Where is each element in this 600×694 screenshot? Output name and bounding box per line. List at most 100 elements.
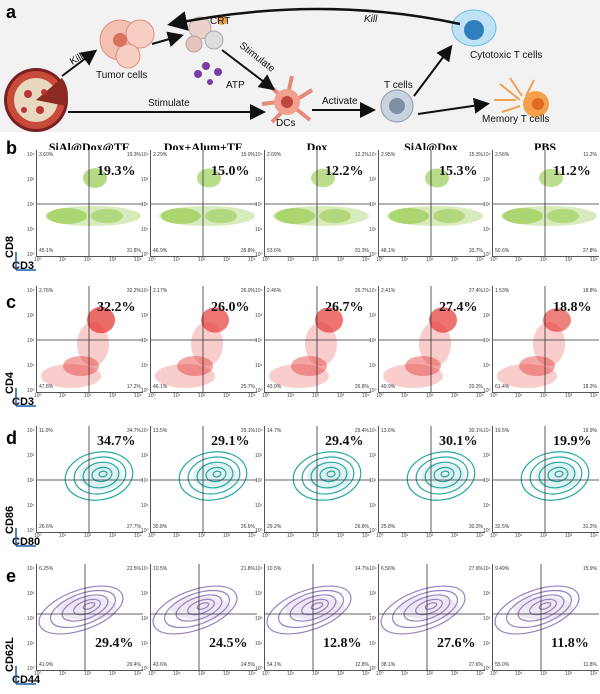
quadrant-tr-value: 29.1% xyxy=(240,428,255,434)
y-tick-label: 10² xyxy=(27,616,35,622)
x-tick-label: 10⁴ xyxy=(590,533,598,539)
y-tick-label: 10⁰ xyxy=(27,252,35,258)
plot-canvas xyxy=(151,426,257,532)
y-tick-label: 10⁰ xyxy=(27,666,35,672)
flow-plot: 6.56% 27.9% 38.1% 27.6% 27.6% xyxy=(378,564,485,671)
highlight-percentage: 30.1% xyxy=(439,434,478,449)
plot-canvas xyxy=(151,564,257,670)
quadrant-tl-value: 2.95% xyxy=(381,152,396,158)
quadrant-tl-value: 6.25% xyxy=(39,566,54,572)
contour-line xyxy=(212,470,222,478)
y-tick-label: 10¹ xyxy=(27,641,35,647)
x-tick-label: 10³ xyxy=(565,393,573,399)
y-tick-label: 10¹ xyxy=(483,503,491,509)
y-tick-label: 10¹ xyxy=(369,363,377,369)
quadrant-bl-value: 26.6% xyxy=(39,524,54,530)
quadrant-br-value: 30.3% xyxy=(468,524,483,530)
dendritic-cell-icon xyxy=(261,75,314,124)
x-tick-label: 10¹ xyxy=(173,671,181,677)
y-tick-label: 10³ xyxy=(27,177,35,183)
x-tick-label: 10⁴ xyxy=(362,533,370,539)
panel-letter-d: d xyxy=(6,428,17,448)
quadrant-bl-value: 32.5% xyxy=(495,524,510,530)
y-tick-label: 10³ xyxy=(141,177,149,183)
x-tick-label: 10⁰ xyxy=(148,393,156,399)
y-tick-label: 10³ xyxy=(27,591,35,597)
density-blob xyxy=(405,356,441,376)
x-tick-label: 10⁰ xyxy=(376,393,384,399)
kill-label-top: Kill xyxy=(364,14,378,25)
flow-plot: 13.6% 30.1% 25.8% 30.3% 30.1% xyxy=(378,426,485,533)
x-tick-label: 10² xyxy=(312,393,320,399)
quadrant-bl-value: 46.1% xyxy=(153,384,168,390)
x-tick-label: 10² xyxy=(312,533,320,539)
x-tick-label: 10³ xyxy=(223,393,231,399)
y-tick-label: 10⁴ xyxy=(483,288,491,294)
quadrant-tr-value: 32.2% xyxy=(126,288,141,294)
quadrant-bl-value: 38.1% xyxy=(381,662,396,668)
y-tick-label: 10⁴ xyxy=(255,566,263,572)
contour-line xyxy=(520,451,590,501)
y-tick-label: 10¹ xyxy=(369,641,377,647)
x-tick-label: 10¹ xyxy=(59,533,67,539)
density-blob xyxy=(269,364,329,388)
x-tick-label: 10⁴ xyxy=(362,257,370,263)
y-tick-label: 10² xyxy=(369,202,377,208)
y-tick-label: 10⁰ xyxy=(483,528,491,534)
x-tick-label: 10³ xyxy=(565,533,573,539)
quadrant-tr-value: 11.2% xyxy=(583,152,597,158)
density-blob xyxy=(57,596,117,620)
t-cells-label: T cells xyxy=(384,80,413,91)
nanoparticle-icon xyxy=(4,68,68,132)
quadrant-br-value: 17.2% xyxy=(126,384,141,390)
density-blob xyxy=(79,462,123,490)
y-tick-label: 10⁴ xyxy=(483,428,491,434)
density-blob xyxy=(201,307,229,333)
y-tick-label: 10¹ xyxy=(141,641,149,647)
y-tick-label: 10³ xyxy=(255,313,263,319)
y-tick-label: 10⁴ xyxy=(255,288,263,294)
flow-plot: 2.41% 27.4% 49.9% 20.3% 27.4% xyxy=(378,286,485,393)
quadrant-tl-value: 1.53% xyxy=(495,288,510,294)
y-tick-label: 10³ xyxy=(369,177,377,183)
quadrant-tl-value: 14.7% xyxy=(267,428,282,434)
y-tick-label: 10³ xyxy=(27,313,35,319)
density-blob xyxy=(433,209,465,223)
density-blob xyxy=(533,322,565,366)
y-tick-label: 10⁴ xyxy=(141,566,149,572)
activate-label: Activate xyxy=(322,96,358,107)
x-tick-label: 10⁴ xyxy=(248,257,256,263)
quadrant-bl-value: 29.2% xyxy=(267,524,282,530)
quadrant-br-value: 11.8% xyxy=(583,662,597,668)
contour-line xyxy=(205,466,227,483)
quadrant-tr-value: 12.2% xyxy=(354,152,369,158)
y-tick-label: 10⁰ xyxy=(483,388,491,394)
highlight-percentage: 12.2% xyxy=(325,164,364,179)
contour-line xyxy=(178,451,248,501)
quadrant-br-value: 31.2% xyxy=(582,524,597,530)
density-blob xyxy=(399,596,459,620)
density-blob xyxy=(275,208,315,224)
quadrant-tl-value: 6.56% xyxy=(381,566,396,572)
flow-plot: 6.25% 22.5% 41.9% 29.4% 29.4% xyxy=(36,564,143,671)
quadrant-tr-value: 26.0% xyxy=(240,288,255,294)
x-tick-label: 10¹ xyxy=(515,671,523,677)
quadrant-tl-value: 13.5% xyxy=(153,428,168,434)
quadrant-br-value: 26.8% xyxy=(354,524,369,530)
x-tick-label: 10⁰ xyxy=(34,257,42,263)
x-tick-label: 10⁴ xyxy=(590,393,598,399)
quadrant-br-value: 24.5% xyxy=(240,662,255,668)
quadrant-tr-value: 34.7% xyxy=(126,428,141,434)
plot-canvas xyxy=(265,564,371,670)
density-blob xyxy=(543,308,571,332)
quadrant-tl-value: 2.46% xyxy=(267,288,282,294)
contour-line xyxy=(494,585,580,635)
quadrant-br-value: 27.7% xyxy=(126,524,141,530)
highlight-percentage: 27.4% xyxy=(439,300,478,315)
y-tick-label: 10³ xyxy=(483,313,491,319)
quadrant-bl-value: 61.4% xyxy=(495,384,510,390)
y-tick-label: 10⁴ xyxy=(369,566,377,572)
y-tick-label: 10¹ xyxy=(141,227,149,233)
quadrant-bl-value: 45.1% xyxy=(39,248,54,254)
highlight-percentage: 26.7% xyxy=(325,300,364,315)
